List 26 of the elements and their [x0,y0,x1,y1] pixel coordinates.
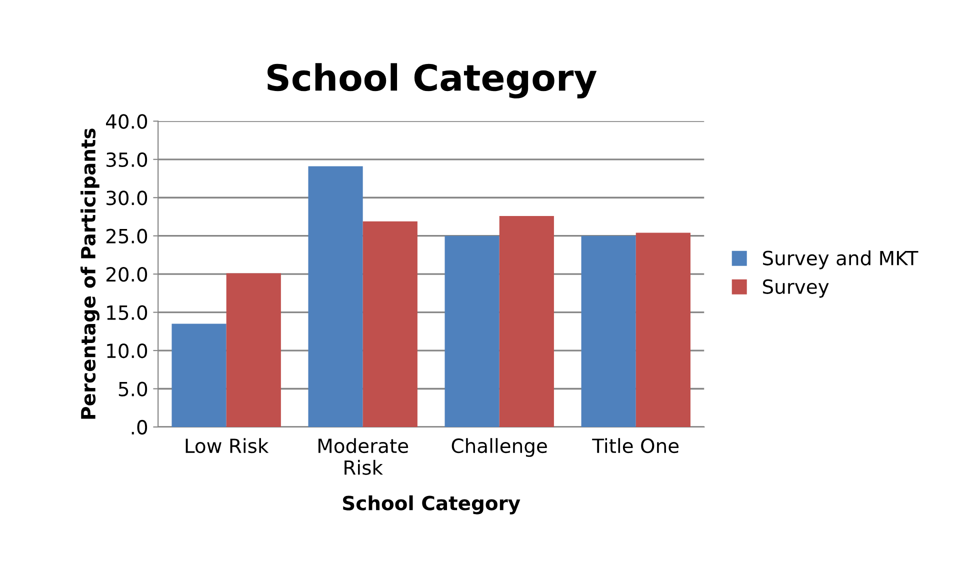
bar [499,216,554,427]
bar [172,324,226,427]
y-tick-label: .0 [132,420,148,435]
y-tick-label: 10.0 [107,343,148,358]
bar [581,236,636,427]
y-tick-label: 20.0 [106,267,148,282]
legend-label: Survey [763,279,829,298]
legend-label: Survey and MKT [763,250,918,270]
x-tick-label: Title One [592,438,679,454]
y-tick-label: 35.0 [106,152,148,168]
y-tick-label: 30.0 [106,190,148,206]
bar [636,232,690,427]
y-tick-label: 15.0 [107,305,148,320]
y-tick-label: 5.0 [118,382,148,396]
x-tick-label: Challenge [452,438,547,457]
x-axis-title: School Category [343,495,520,514]
bar [362,221,418,427]
y-tick-label: 25.0 [106,228,148,244]
y-axis-title: Percentage of Participants [80,128,100,419]
bar [444,236,500,427]
bar [308,166,363,427]
x-tick-label: Moderate Risk [318,438,408,475]
y-tick-label: 40.0 [106,114,148,129]
chart-title: School Category [268,63,597,98]
x-tick-label: Low Risk [186,438,269,454]
bar [226,273,281,427]
